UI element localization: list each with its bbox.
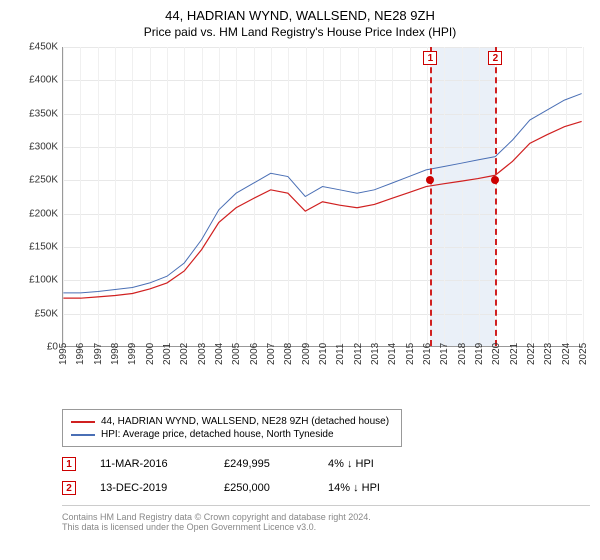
sale-point [491,176,499,184]
y-axis-label: £200K [20,208,58,219]
y-axis-label: £400K [20,75,58,86]
y-axis-label: £150K [20,242,58,253]
chart-title: 44, HADRIAN WYND, WALLSEND, NE28 9ZH [10,8,590,23]
y-axis-label: £450K [20,42,58,53]
y-axis-label: £0 [20,342,58,353]
y-axis-label: £300K [20,142,58,153]
sale-diff: 4% ↓ HPI [328,458,428,470]
sale-marker-icon: 2 [62,481,76,495]
chart-legend: 44, HADRIAN WYND, WALLSEND, NE28 9ZH (de… [62,409,402,447]
chart-footer: Contains HM Land Registry data © Crown c… [62,505,590,532]
x-axis-label: 2025 [578,343,600,365]
legend-item-hpi: HPI: Average price, detached house, Nort… [71,429,393,440]
legend-swatch [71,434,95,436]
sale-diff: 14% ↓ HPI [328,482,428,494]
chart-subtitle: Price paid vs. HM Land Registry's House … [10,25,590,39]
footer-line: This data is licensed under the Open Gov… [62,522,590,532]
legend-item-property: 44, HADRIAN WYND, WALLSEND, NE28 9ZH (de… [71,416,393,427]
sale-price: £250,000 [224,482,304,494]
footer-line: Contains HM Land Registry data © Crown c… [62,512,590,522]
sale-date: 13-DEC-2019 [100,482,200,494]
sale-point [426,176,434,184]
y-axis-label: £50K [20,308,58,319]
y-axis-label: £350K [20,108,58,119]
sale-price: £249,995 [224,458,304,470]
sale-row: 1 11-MAR-2016 £249,995 4% ↓ HPI [62,457,590,471]
legend-swatch [71,421,95,423]
chart-plot: 12 [62,47,582,347]
y-axis-label: £100K [20,275,58,286]
sale-date: 11-MAR-2016 [100,458,200,470]
legend-label: HPI: Average price, detached house, Nort… [101,429,334,440]
chart-area: £0 £50K £100K £150K £200K £250K £300K £350K £400… [20,47,590,377]
sale-marker-box: 1 [423,51,437,65]
sale-marker-box: 2 [488,51,502,65]
sale-marker-icon: 1 [62,457,76,471]
y-axis-label: £250K [20,175,58,186]
legend-label: 44, HADRIAN WYND, WALLSEND, NE28 9ZH (de… [101,416,389,427]
series-line-hpi [63,94,581,293]
sale-row: 2 13-DEC-2019 £250,000 14% ↓ HPI [62,481,590,495]
